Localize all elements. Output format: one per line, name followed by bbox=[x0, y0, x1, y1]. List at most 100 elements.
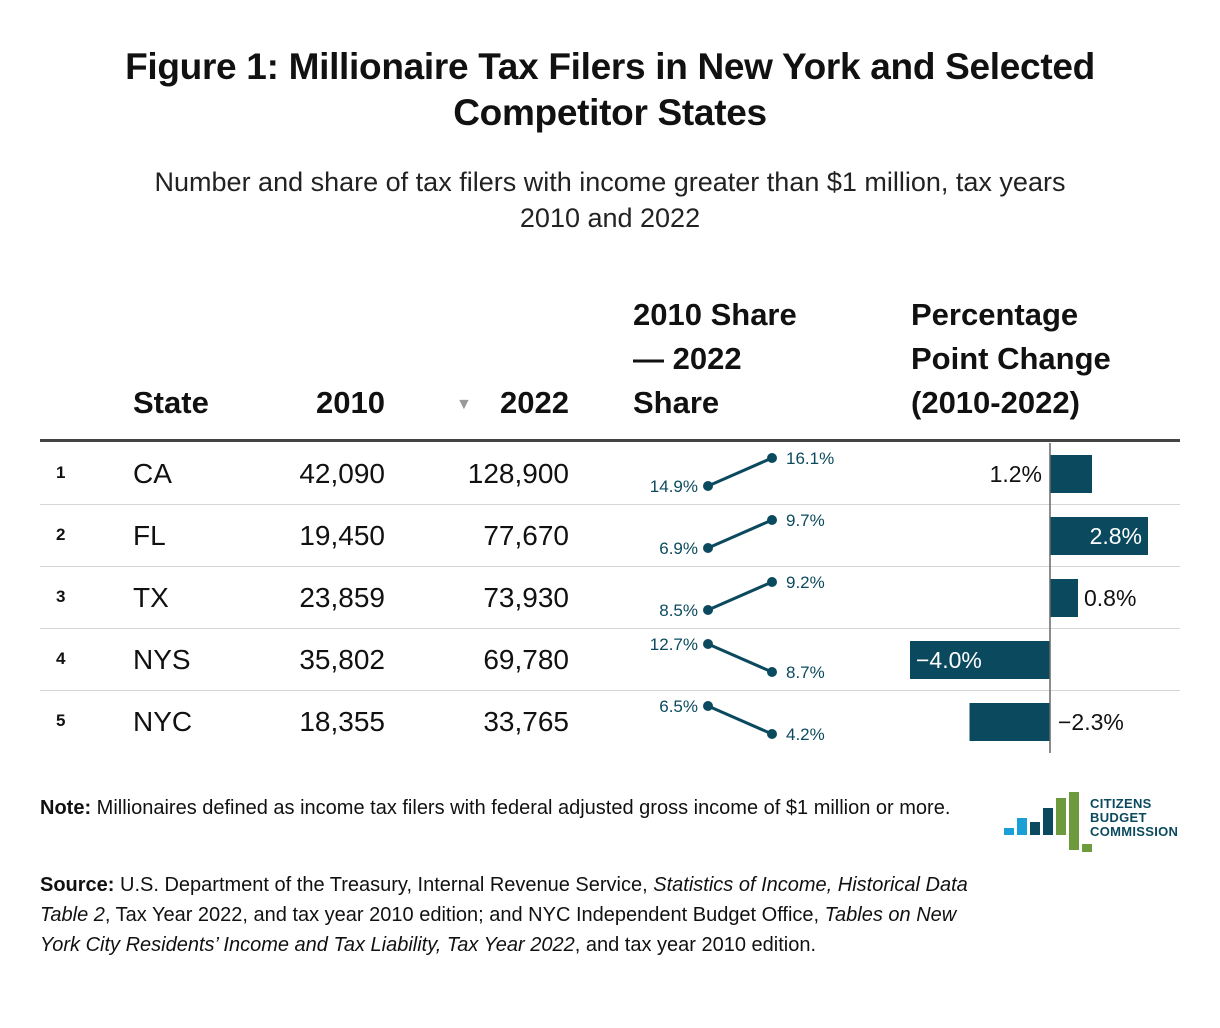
logo-bar bbox=[1069, 792, 1079, 850]
column-header-2022[interactable]: 2022 bbox=[500, 385, 569, 420]
row-rank: 4 bbox=[56, 649, 66, 668]
share-header-line-1: 2010 Share bbox=[633, 297, 797, 332]
row-divider bbox=[40, 566, 1180, 567]
change-header-line-2: Point Change bbox=[911, 341, 1111, 376]
slope-label-2022: 4.2% bbox=[786, 725, 825, 744]
row-state: CA bbox=[133, 458, 172, 489]
source-title-1: Statistics of Income, Historical Data Ta… bbox=[40, 874, 968, 926]
change-bar bbox=[1050, 455, 1092, 493]
title-line-2: Competitor States bbox=[453, 92, 767, 133]
slope-line bbox=[707, 580, 773, 612]
table-row[interactable]: 2 FL 19,450 77,670 bbox=[40, 505, 1180, 567]
slope-label-2010: 12.7% bbox=[650, 635, 698, 654]
row-value-2022: 69,780 bbox=[483, 644, 569, 675]
slope-point-2022 bbox=[767, 453, 777, 463]
column-header-change[interactable]: Percentage Point Change (2010-2022) bbox=[911, 293, 1111, 425]
share-header-line-2: — 2022 bbox=[633, 341, 742, 376]
change-header-line-1: Percentage bbox=[911, 297, 1079, 332]
logo-wordmark: CITIZENS BUDGET COMMISSION bbox=[1090, 797, 1178, 839]
slope-line bbox=[707, 704, 773, 736]
column-header-share[interactable]: 2010 Share — 2022 Share bbox=[633, 293, 797, 425]
change-label: 1.2% bbox=[990, 461, 1042, 487]
row-state: NYS bbox=[133, 644, 191, 675]
slope-point-2010 bbox=[703, 605, 713, 615]
column-header-2010[interactable]: 2010 bbox=[316, 385, 385, 420]
logo-line-2: BUDGET bbox=[1090, 810, 1147, 825]
row-value-2010: 18,355 bbox=[299, 706, 385, 737]
source-text-3: , and tax year 2010 edition. bbox=[574, 934, 817, 956]
change-label: −4.0% bbox=[916, 647, 982, 673]
slope-label-2010: 6.9% bbox=[659, 539, 698, 558]
slope-point-2022 bbox=[767, 729, 777, 739]
slope-point-2010 bbox=[703, 639, 713, 649]
slope-label-2010: 8.5% bbox=[659, 601, 698, 620]
source-text-2: , Tax Year 2022, and tax year 2010 editi… bbox=[104, 904, 825, 926]
slope-line bbox=[707, 642, 773, 674]
slope-point-2010 bbox=[703, 543, 713, 553]
source-title-2: Tables on New York City Residents’ Incom… bbox=[40, 904, 957, 956]
slope-line bbox=[707, 456, 773, 488]
slope-point-2010 bbox=[703, 701, 713, 711]
logo-line-3: COMMISSION bbox=[1090, 824, 1179, 839]
row-state: TX bbox=[133, 582, 169, 613]
change-label: −2.3% bbox=[1058, 709, 1124, 735]
source-label: Source: bbox=[40, 874, 115, 896]
logo-bar bbox=[1017, 818, 1027, 835]
row-rank: 5 bbox=[56, 711, 66, 730]
slope-label-2022: 9.7% bbox=[786, 511, 825, 530]
slope-point-2022 bbox=[767, 577, 777, 587]
slope-line bbox=[707, 518, 773, 550]
change-header-line-3: (2010-2022) bbox=[911, 385, 1080, 420]
row-value-2022: 77,670 bbox=[483, 520, 569, 551]
table-row[interactable]: 3 TX 23,859 73,930 bbox=[40, 567, 1180, 629]
row-state: FL bbox=[133, 520, 166, 551]
row-value-2010: 23,859 bbox=[299, 582, 385, 613]
subtitle-line-1: Number and share of tax filers with inco… bbox=[154, 167, 1066, 197]
share-header-line-3: Share bbox=[633, 385, 720, 420]
row-divider bbox=[40, 504, 1180, 505]
note-label: Note: bbox=[40, 797, 92, 819]
sort-descending-icon[interactable]: ▼ bbox=[456, 396, 472, 413]
row-divider bbox=[40, 690, 1180, 691]
header-rule bbox=[40, 439, 1180, 442]
slope-label-2022: 8.7% bbox=[786, 663, 825, 682]
row-value-2022: 73,930 bbox=[483, 582, 569, 613]
slope-point-2022 bbox=[767, 667, 777, 677]
column-header-state[interactable]: State bbox=[133, 385, 209, 420]
logo-bar bbox=[1043, 808, 1053, 835]
row-value-2022: 128,900 bbox=[467, 458, 569, 489]
row-rank: 3 bbox=[56, 587, 66, 606]
page-title: Figure 1: Millionaire Tax Filers in New … bbox=[0, 44, 1220, 136]
change-bar bbox=[1050, 579, 1078, 617]
slope-label-2022: 9.2% bbox=[786, 573, 825, 592]
logo-bar bbox=[1056, 798, 1066, 835]
change-label: 2.8% bbox=[1090, 523, 1142, 549]
logo-bar bbox=[1082, 844, 1092, 852]
source-text-1: U.S. Department of the Treasury, Interna… bbox=[114, 874, 654, 896]
slope-label-2010: 6.5% bbox=[659, 697, 698, 716]
footer-note: Note: Millionaires defined as income tax… bbox=[40, 793, 970, 823]
row-value-2010: 42,090 bbox=[299, 458, 385, 489]
row-value-2022: 33,765 bbox=[483, 706, 569, 737]
row-state: NYC bbox=[133, 706, 193, 737]
change-bar bbox=[910, 641, 1050, 679]
row-value-2010: 35,802 bbox=[299, 644, 385, 675]
logo-line-1: CITIZENS bbox=[1090, 796, 1152, 811]
change-bar bbox=[1050, 517, 1148, 555]
slope-label-2010: 14.9% bbox=[650, 477, 698, 496]
row-divider bbox=[40, 628, 1180, 629]
table-row[interactable]: 4 NYS 35,802 69,780 bbox=[40, 629, 1180, 691]
table-row[interactable]: 1 CA 42,090 128,900 bbox=[40, 443, 1180, 505]
change-label: 0.8% bbox=[1084, 585, 1136, 611]
change-bar bbox=[969, 703, 1050, 741]
slope-point-2022 bbox=[767, 515, 777, 525]
table-row[interactable]: 5 NYC 18,355 33,765 bbox=[40, 691, 1180, 753]
slope-label-2022: 16.1% bbox=[786, 449, 834, 468]
note-text: Millionaires defined as income tax filer… bbox=[91, 797, 951, 819]
row-rank: 1 bbox=[56, 463, 66, 482]
row-value-2010: 19,450 bbox=[299, 520, 385, 551]
footer-source: Source: U.S. Department of the Treasury,… bbox=[40, 870, 970, 960]
title-line-1: Figure 1: Millionaire Tax Filers in New … bbox=[125, 46, 1095, 87]
slope-point-2010 bbox=[703, 481, 713, 491]
